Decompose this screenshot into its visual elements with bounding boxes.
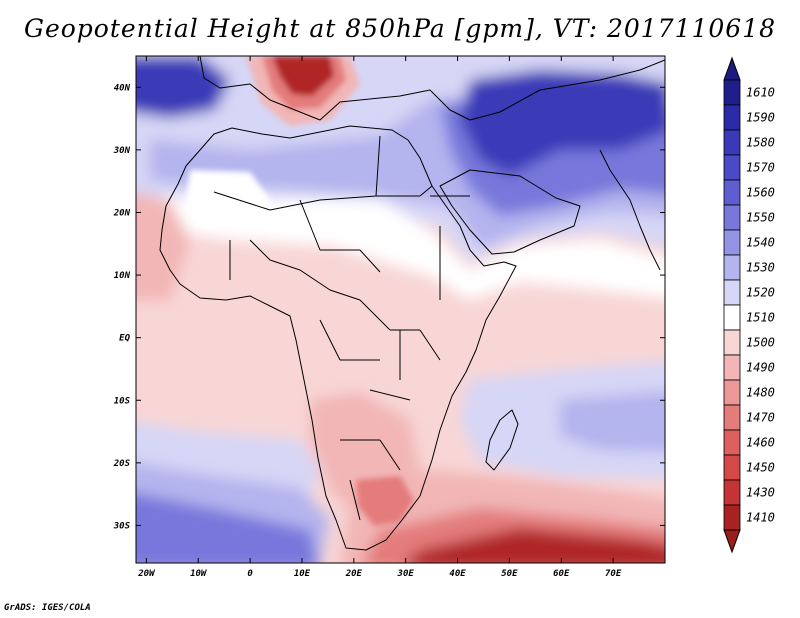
field-deep-blue-atlantic [136,56,230,118]
colorbar-label: 1560 [746,186,775,200]
x-tick-label: 10E [294,569,311,579]
colorbar-label: 1520 [746,286,775,300]
colorbar-label: 1530 [746,261,775,275]
colorbar-swatch [723,354,741,381]
colorbar-label: 1480 [746,386,775,400]
colorbar-swatch [723,104,741,131]
x-tick-label: 10W [190,569,208,579]
colorbar-label: 1610 [746,86,775,100]
india-coastline [599,149,661,271]
chart-title: Geopotential Height at 850hPa [gpm], VT:… [23,14,777,43]
africa-coastline [159,125,517,551]
x-tick-label: 0 [247,569,253,579]
field-deep-blue-mideast [460,70,665,176]
y-axis-ticks: 40N 30N 20N 10N EQ 10S 20S 30S [113,83,665,531]
geopotential-field [136,56,665,563]
colorbar-label: 1550 [746,211,775,225]
field-mid-red-botswana [356,476,414,526]
colorbar-label: 1580 [746,136,775,150]
field-mid-blue-southatlantic [136,493,319,563]
colorbar-swatch [723,329,741,356]
y-tick-label: 20N [113,208,131,218]
y-tick-label: 30S [113,521,131,531]
madagascar-coastline [485,409,519,471]
colorbar-swatch [723,179,741,206]
field-deep-red-southocean [407,528,665,563]
colorbar-label: 1490 [746,361,775,375]
colorbar-label: 1470 [746,411,775,425]
colorbar-label: 1410 [746,511,775,525]
y-tick-label: 40N [114,83,131,93]
colorbar-label: 1590 [746,111,775,125]
y-tick-label: 20S [113,459,131,469]
colorbar-label: 1460 [746,436,775,450]
colorbar-swatch [723,479,741,506]
colorbar-label: 1500 [746,336,775,350]
colorbar-swatch [723,429,741,456]
y-tick-label: 10N [114,271,131,281]
colorbar-label: 1450 [746,461,775,475]
colorbar-swatch [723,79,741,106]
colorbar-bottom-arrow [723,529,741,554]
field-white-band [150,196,665,300]
grads-credit: GrADS: IGES/COLA [4,603,91,613]
colorbar-swatch [723,229,741,256]
x-tick-label: 60E [553,569,570,579]
borders [213,135,470,521]
europe-coastline [199,56,665,121]
colorbar-swatch [723,254,741,281]
colorbar-label: 1570 [746,161,775,175]
field-deep-red-italy [272,56,334,96]
y-tick-label: 10S [114,396,131,406]
colorbar-swatch [723,404,741,431]
colorbar-label: 1430 [746,486,775,500]
arabia-coastline [439,169,581,255]
colorbar-label: 1540 [746,236,775,250]
colorbar-swatch [723,204,741,231]
field-light-red-atlantic [136,193,190,300]
x-tick-label: 30E [397,569,415,579]
x-tick-label: 20E [345,569,363,579]
x-tick-label: 50E [501,569,518,579]
colorbar-swatch [723,379,741,406]
y-tick-label: EQ [119,334,130,344]
x-tick-label: 20W [137,569,156,579]
x-axis-ticks: 20W 10W 0 10E 20E 30E 40E 50E 60E 70E [137,56,622,579]
coastlines-borders [159,56,665,551]
colorbar-swatch [723,154,741,181]
colorbar-swatch [723,454,741,481]
colorbar-top-arrow [723,56,741,81]
y-tick-label: 30N [113,146,131,156]
x-tick-label: 70E [605,569,622,579]
plot-frame [135,55,666,564]
x-tick-label: 40E [449,569,466,579]
colorbar-swatch [723,504,741,531]
colorbar-swatch [723,129,741,156]
colorbar-swatch [723,304,741,331]
colorbar: 1610 1590 1580 1570 1560 1550 1540 1530 1520 1510… [723,56,775,554]
field-light-blue-indian [560,391,665,452]
field-white-saharan-cell [186,170,270,226]
colorbar-label: 1510 [746,311,775,325]
colorbar-swatch [723,279,741,306]
